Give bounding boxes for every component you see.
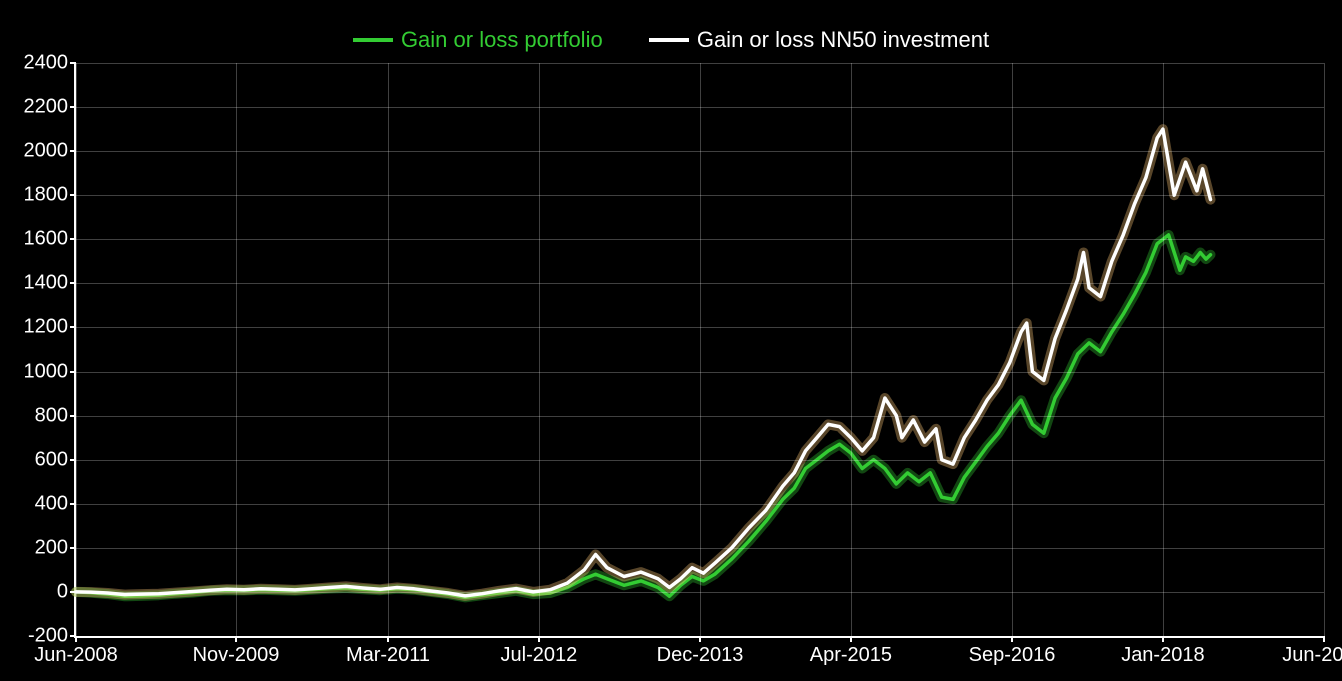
- x-tick-label: Jun-2019: [1282, 636, 1342, 667]
- legend-item-nn50: Gain or loss NN50 investment: [649, 27, 989, 53]
- legend-swatch-portfolio: [353, 38, 393, 42]
- x-tick-label: Nov-2009: [193, 636, 280, 667]
- series-line: [76, 129, 1211, 596]
- y-tick-label: 2200: [24, 96, 77, 119]
- x-tick-label: Jul-2012: [501, 636, 578, 667]
- legend: Gain or loss portfolio Gain or loss NN50…: [0, 22, 1342, 53]
- gridline-v: [1324, 63, 1325, 636]
- legend-swatch-nn50: [649, 38, 689, 42]
- gridline-v: [1012, 63, 1013, 636]
- y-tick-label: 1400: [24, 272, 77, 295]
- x-tick-label: Jan-2018: [1121, 636, 1204, 667]
- gridline-v: [700, 63, 701, 636]
- legend-label-portfolio: Gain or loss portfolio: [401, 27, 603, 53]
- gridline-v: [1163, 63, 1164, 636]
- legend-item-portfolio: Gain or loss portfolio: [353, 27, 603, 53]
- y-tick-label: 1800: [24, 184, 77, 207]
- x-tick-label: Mar-2011: [346, 636, 430, 667]
- gridline-v: [388, 63, 389, 636]
- plot-area: -200020040060080010001200140016001800200…: [74, 63, 1324, 638]
- y-tick-label: 2400: [24, 52, 77, 75]
- y-tick-label: 1000: [24, 360, 77, 383]
- y-tick-label: 0: [57, 580, 76, 603]
- y-tick-label: 200: [35, 536, 76, 559]
- y-tick-label: 600: [35, 448, 76, 471]
- gridline-v: [76, 63, 77, 636]
- y-tick-label: 400: [35, 492, 76, 515]
- y-tick-label: 800: [35, 404, 76, 427]
- x-tick-label: Jun-2008: [34, 636, 117, 667]
- x-tick-label: Sep-2016: [969, 636, 1056, 667]
- y-tick-label: 1600: [24, 228, 77, 251]
- gridline-v: [851, 63, 852, 636]
- gridline-v: [236, 63, 237, 636]
- gridline-v: [539, 63, 540, 636]
- y-tick-label: 1200: [24, 316, 77, 339]
- series-glow: [76, 129, 1211, 596]
- y-tick-label: 2000: [24, 140, 77, 163]
- chart-container: Gain or loss portfolio Gain or loss NN50…: [0, 0, 1342, 681]
- x-tick-label: Dec-2013: [657, 636, 744, 667]
- legend-label-nn50: Gain or loss NN50 investment: [697, 27, 989, 53]
- x-tick-label: Apr-2015: [810, 636, 892, 667]
